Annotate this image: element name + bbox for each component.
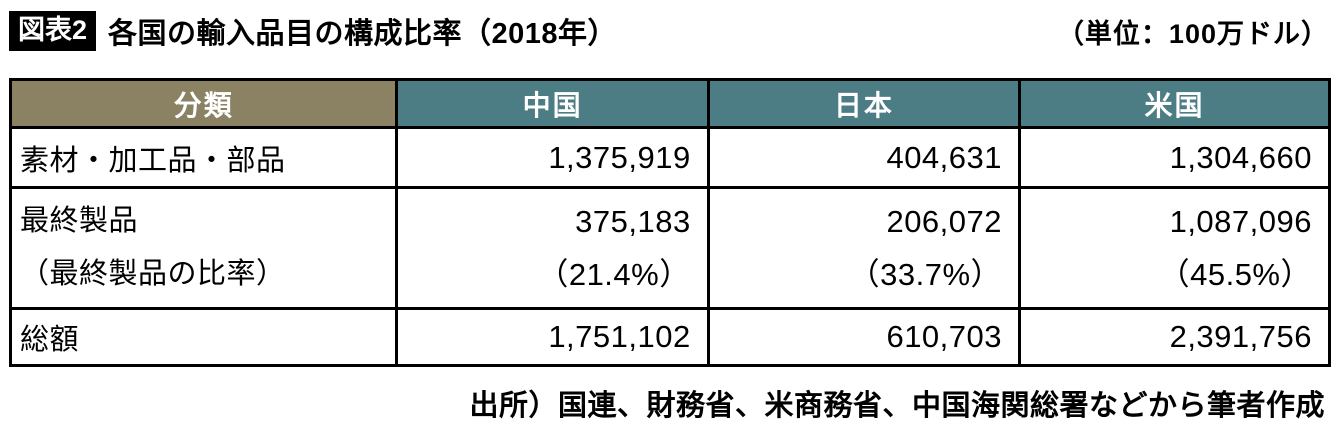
cell-value: 206,072 （33.7%）	[706, 186, 1022, 310]
table-row-materials: 素材・加工品・部品 1,375,919 404,631 1,304,660	[8, 126, 1331, 189]
cell-value-ratio: （21.4%）	[537, 257, 691, 292]
cell-value-amount: 375,183	[575, 204, 691, 239]
header-cell-japan: 日本	[706, 78, 1022, 129]
figure: 図表2 各国の輸入品目の構成比率（2018年） （単位：100万ドル） 分類 中…	[8, 8, 1331, 422]
cell-value: 404,631	[706, 126, 1022, 189]
header-cell-usa: 米国	[1018, 78, 1331, 129]
row-label: 総額	[8, 307, 399, 367]
cell-value: 610,703	[706, 307, 1022, 367]
row-label: 最終製品 （最終製品の比率）	[8, 186, 399, 310]
cell-value-ratio: （33.7%）	[848, 257, 1003, 292]
cell-value-ratio: （45.5%）	[1158, 257, 1312, 292]
cell-value: 1,751,102	[395, 307, 710, 367]
header-cell-category: 分類	[8, 78, 399, 129]
cell-value-amount: 206,072	[886, 204, 1003, 239]
unit-label: （単位：100万ドル）	[1056, 18, 1329, 49]
cell-value-amount: 1,087,096	[1169, 204, 1312, 239]
table-row-total: 総額 1,751,102 610,703 2,391,756	[8, 307, 1331, 367]
figure-title: 各国の輸入品目の構成比率（2018年）	[108, 18, 618, 50]
source-note: 出所）国連、財務省、米商務省、中国海関総署などから筆者作成	[469, 390, 1325, 422]
cell-value: 1,087,096 （45.5%）	[1018, 186, 1331, 310]
row-label-line2: （最終製品の比率）	[20, 258, 286, 290]
header-cell-china: 中国	[395, 78, 710, 129]
row-label: 素材・加工品・部品	[8, 126, 399, 189]
cell-value: 1,375,919	[395, 126, 710, 189]
cell-value: 1,304,660	[1018, 126, 1331, 189]
cell-value: 375,183 （21.4%）	[395, 186, 710, 310]
header-row: 分類 中国 日本 米国	[8, 78, 1331, 129]
row-label-line1: 最終製品	[20, 205, 139, 237]
figure-header: 図表2 各国の輸入品目の構成比率（2018年） （単位：100万ドル）	[9, 8, 1331, 54]
cell-value: 2,391,756	[1018, 307, 1331, 367]
table-row-final-products: 最終製品 （最終製品の比率） 375,183 （21.4%） 206,072 （…	[8, 186, 1331, 310]
figure-number-badge: 図表2	[9, 11, 97, 51]
import-composition-table: 分類 中国 日本 米国 素材・加工品・部品 1,375,919 404,631 …	[8, 78, 1331, 367]
